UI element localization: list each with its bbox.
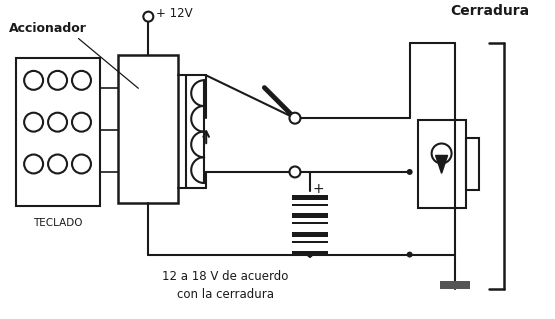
Polygon shape xyxy=(436,155,447,174)
Circle shape xyxy=(143,12,153,22)
Circle shape xyxy=(48,113,67,132)
Bar xyxy=(292,204,328,206)
Circle shape xyxy=(432,144,452,163)
Bar xyxy=(466,138,480,190)
Text: + 12V: + 12V xyxy=(157,7,193,20)
Circle shape xyxy=(24,154,43,174)
Bar xyxy=(292,241,328,243)
Circle shape xyxy=(72,71,91,90)
Bar xyxy=(292,251,328,255)
Bar xyxy=(440,281,470,289)
Circle shape xyxy=(24,113,43,132)
Text: Cerradura: Cerradura xyxy=(450,4,529,18)
Circle shape xyxy=(407,252,413,257)
Text: TECLADO: TECLADO xyxy=(33,218,83,228)
Bar xyxy=(292,213,328,218)
Circle shape xyxy=(48,71,67,90)
Circle shape xyxy=(48,154,67,174)
Text: Accionador: Accionador xyxy=(9,22,87,35)
Circle shape xyxy=(407,169,413,175)
Text: +: + xyxy=(312,182,324,196)
Bar xyxy=(118,56,178,203)
Circle shape xyxy=(72,154,91,174)
Circle shape xyxy=(307,252,313,257)
Circle shape xyxy=(290,167,300,177)
Text: 12 a 18 V de acuerdo
con la cerradura: 12 a 18 V de acuerdo con la cerradura xyxy=(162,270,288,300)
Bar xyxy=(292,222,328,224)
Bar xyxy=(292,232,328,237)
Circle shape xyxy=(290,113,300,124)
Bar xyxy=(16,58,100,206)
Bar xyxy=(418,120,466,208)
Circle shape xyxy=(72,113,91,132)
Bar xyxy=(292,195,328,200)
Circle shape xyxy=(24,71,43,90)
